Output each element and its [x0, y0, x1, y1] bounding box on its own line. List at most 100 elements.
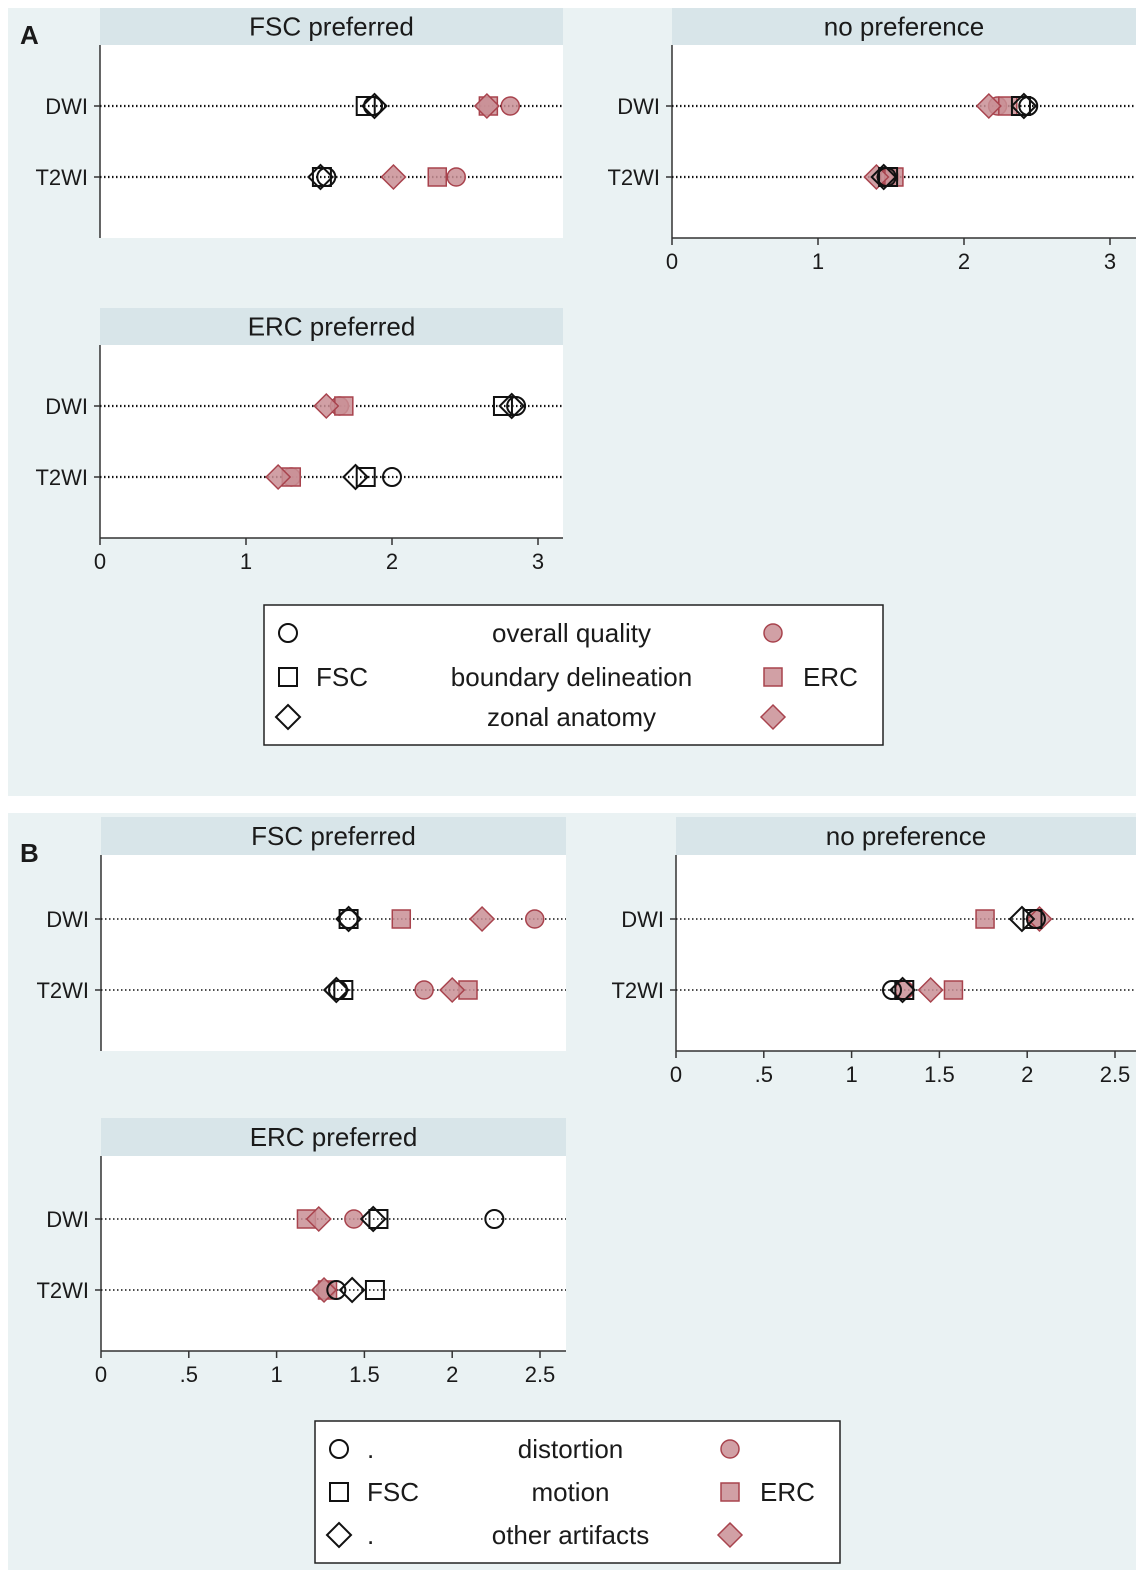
legend-left-label: FSC [367, 1477, 419, 1507]
marker-fsc-diamond [335, 905, 363, 933]
y-tick-label: T2WI [35, 165, 88, 190]
y-tick-label: DWI [621, 907, 664, 932]
x-tick-label: 2 [1021, 1062, 1033, 1087]
legend-square-open-icon [278, 667, 298, 687]
x-tick-label: 1.5 [349, 1362, 380, 1387]
legend-series-label: zonal anatomy [487, 702, 656, 732]
x-tick-label: 2.5 [525, 1362, 556, 1387]
marker-erc-circle [446, 167, 466, 187]
marker-fsc-diamond [342, 463, 369, 491]
marker-erc-circle [524, 909, 545, 929]
plot-area [672, 45, 1136, 238]
chart-panel-5: ERC preferred DWI T2WI 0 .5 1 1.5 2 2.5 [36, 1118, 566, 1387]
legend-square-open-icon [329, 1482, 349, 1502]
chart-panel-0: FSC preferred DWI T2WI [35, 8, 563, 238]
marker-fsc-square [368, 1209, 389, 1229]
y-tick-label: DWI [45, 94, 88, 119]
marker-fsc-diamond [1008, 905, 1036, 933]
chart-panel-4: no preference DWI T2WI 0 .5 1 1.5 2 2.5 [611, 817, 1136, 1087]
y-tick-label: T2WI [611, 978, 664, 1003]
x-tick-label: 0 [95, 1362, 107, 1387]
panel-title: ERC preferred [250, 1122, 418, 1152]
marker-fsc-diamond [1010, 92, 1038, 120]
plot-area [101, 855, 566, 1051]
panel-title-strip [101, 817, 566, 855]
x-tick-label: .5 [755, 1062, 773, 1087]
chart-panel-3: FSC preferred DWI T2WI [36, 817, 566, 1051]
legend-b: . distortion FSC motion ERC. other artifacts [314, 1420, 841, 1564]
x-tick-label: 2.5 [1100, 1062, 1131, 1087]
y-tick-label: T2WI [35, 465, 88, 490]
legend-series-label: other artifacts [492, 1520, 650, 1550]
marker-erc-square [975, 909, 995, 929]
legend-a: overall quality FSC boundary delineation ER… [263, 604, 884, 746]
marker-erc-diamond [380, 163, 407, 191]
marker-fsc-diamond [889, 976, 916, 1004]
panel-title: FSC preferred [249, 12, 414, 42]
marker-fsc-square [338, 909, 359, 929]
panel-title-strip [100, 8, 563, 45]
chart-panel-1: no preference DWI T2WI 0 1 2 3 [607, 8, 1136, 274]
legend-box [314, 1420, 841, 1564]
marker-fsc-diamond [338, 1276, 366, 1304]
legend-series-label: overall quality [492, 618, 651, 648]
marker-fsc-square [355, 467, 376, 487]
marker-fsc-diamond [870, 163, 898, 191]
marker-fsc-diamond [359, 1205, 387, 1233]
x-tick-label: 1 [845, 1062, 857, 1087]
legend-right-label: ERC [803, 662, 858, 692]
marker-fsc-circle [382, 467, 402, 487]
legend-circle-filled-icon [720, 1439, 740, 1459]
panel-title-strip [672, 8, 1136, 45]
panel-title: FSC preferred [251, 821, 416, 851]
x-tick-label: 1 [812, 249, 824, 274]
marker-erc-diamond [468, 905, 496, 933]
y-tick-label: DWI [46, 907, 89, 932]
x-tick-label: 3 [532, 549, 544, 574]
legend-series-label: motion [531, 1477, 609, 1507]
marker-fsc-square [364, 1280, 385, 1300]
y-tick-label: T2WI [36, 1278, 89, 1303]
panel-title-strip [100, 308, 563, 345]
legend-left-label: FSC [316, 662, 368, 692]
marker-erc-diamond [975, 92, 1002, 120]
marker-erc-diamond [917, 976, 944, 1004]
marker-fsc-circle [881, 980, 902, 1000]
x-tick-label: 1 [240, 549, 252, 574]
marker-fsc-square [492, 396, 513, 416]
x-tick-label: 0 [670, 1062, 682, 1087]
panel-title: ERC preferred [248, 312, 416, 342]
marker-erc-square [391, 909, 412, 929]
panel-title: no preference [824, 12, 984, 42]
marker-erc-diamond [313, 392, 340, 420]
x-tick-label: 0 [666, 249, 678, 274]
x-tick-label: 2 [958, 249, 970, 274]
plot-area [101, 1156, 566, 1351]
marker-fsc-square [333, 980, 354, 1000]
legend-diamond-open-icon [274, 703, 302, 731]
x-tick-label: 3 [1104, 249, 1116, 274]
marker-erc-circle [344, 1209, 364, 1229]
legend-series-label: boundary delineation [451, 662, 692, 692]
figure-a-label: A [20, 20, 39, 50]
plot-area [100, 45, 563, 238]
marker-erc-diamond [473, 92, 500, 120]
x-tick-label: .5 [180, 1362, 198, 1387]
marker-erc-square [943, 980, 964, 1000]
x-tick-label: 1.5 [924, 1062, 955, 1087]
marker-erc-circle [414, 980, 434, 1000]
legend-diamond-filled-icon [716, 1521, 744, 1549]
legend-circle-filled-icon [763, 623, 783, 643]
marker-erc-diamond [265, 463, 292, 491]
marker-fsc-diamond [361, 92, 388, 120]
legend-diamond-filled-icon [759, 703, 787, 731]
legend-left-label: . [367, 1520, 374, 1550]
legend-right-label: ERC [760, 1477, 815, 1507]
panel-title-strip [101, 1118, 566, 1156]
x-tick-label: 2 [446, 1362, 458, 1387]
y-tick-label: DWI [45, 394, 88, 419]
marker-erc-square [427, 167, 448, 187]
marker-erc-diamond [305, 1205, 332, 1233]
marker-erc-diamond [1026, 905, 1053, 933]
marker-fsc-circle [484, 1209, 505, 1229]
